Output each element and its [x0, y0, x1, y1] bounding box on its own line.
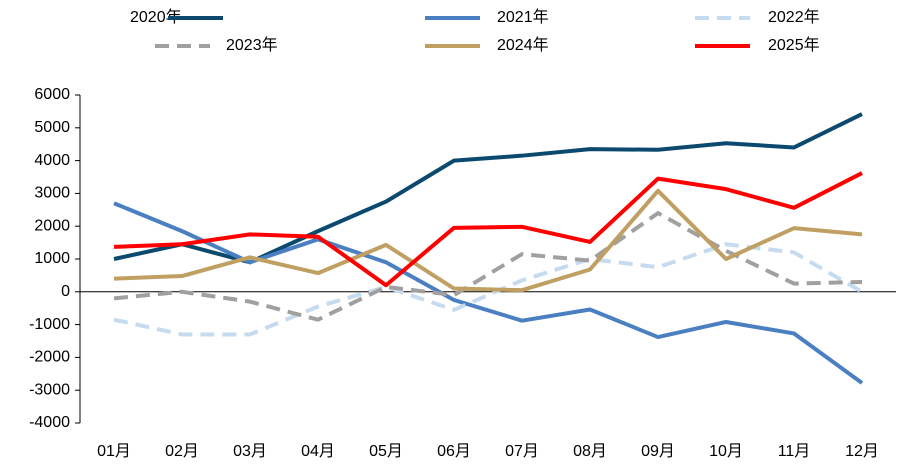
x-tick-label: 09月 — [641, 443, 675, 460]
y-tick-label: 6000 — [34, 86, 70, 103]
legend-label: 2025年 — [768, 36, 820, 54]
legend-label: 2023年 — [226, 36, 278, 54]
x-tick-label: 01月 — [97, 443, 131, 460]
y-tick-label: -1000 — [29, 316, 70, 333]
x-tick-label: 06月 — [437, 443, 471, 460]
series-line — [113, 211, 863, 322]
x-tick-label: 08月 — [573, 443, 607, 460]
x-tick-label: 02月 — [165, 443, 199, 460]
x-tick-label: 07月 — [505, 443, 539, 460]
y-tick-label: 2000 — [34, 217, 70, 234]
series-line — [113, 188, 863, 293]
x-tick-label: 11月 — [778, 443, 811, 460]
series-line — [113, 201, 864, 385]
series-line — [113, 171, 863, 288]
y-tick-label: 3000 — [34, 185, 70, 202]
x-tick-label: 12月 — [845, 443, 879, 460]
x-tick-label: 04月 — [301, 443, 335, 460]
x-tick-label: 05月 — [369, 443, 403, 460]
y-tick-label: -3000 — [29, 381, 70, 398]
x-tick-label: 10月 — [709, 443, 743, 460]
legend-label: 2024年 — [497, 36, 549, 54]
legend-label: 2021年 — [497, 8, 549, 26]
legend-label: 2020年 — [130, 8, 182, 26]
y-tick-label: -2000 — [29, 349, 70, 366]
series-line — [113, 242, 864, 337]
y-tick-label: 4000 — [34, 152, 70, 169]
legend-label: 2022年 — [768, 8, 820, 26]
x-tick-label: 03月 — [233, 443, 267, 460]
series-line — [113, 112, 863, 265]
y-tick-label: 5000 — [34, 119, 70, 136]
y-tick-label: -4000 — [29, 414, 70, 431]
y-tick-label: 0 — [61, 283, 70, 300]
y-tick-label: 1000 — [34, 250, 70, 267]
